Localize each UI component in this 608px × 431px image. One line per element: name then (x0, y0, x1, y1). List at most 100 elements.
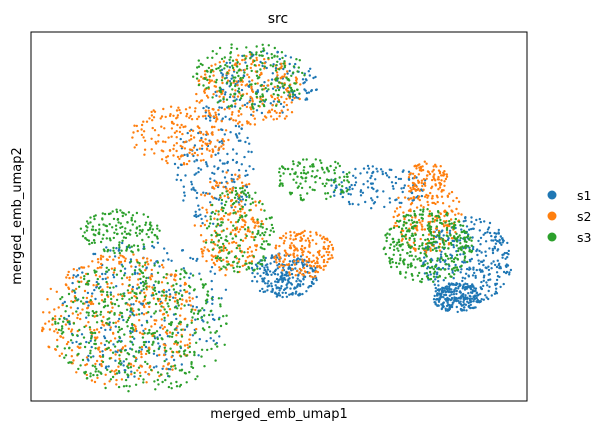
scatter-point (71, 281, 74, 285)
scatter-point (90, 345, 93, 349)
scatter-point (89, 299, 92, 302)
scatter-point (137, 308, 140, 311)
scatter-point (216, 218, 219, 221)
scatter-point (475, 218, 478, 222)
scatter-point (428, 210, 431, 213)
scatter-point (266, 111, 270, 114)
scatter-point (240, 181, 244, 184)
scatter-point (199, 159, 203, 162)
scatter-point (186, 131, 189, 135)
scatter-point (455, 244, 458, 247)
scatter-point (422, 261, 425, 264)
scatter-point (200, 152, 204, 155)
scatter-point (114, 350, 117, 353)
scatter-point (464, 285, 468, 289)
scatter-point (91, 302, 95, 306)
scatter-point (112, 271, 116, 274)
scatter-point (444, 263, 447, 266)
scatter-point (175, 282, 178, 286)
scatter-point (264, 231, 267, 234)
scatter-point (79, 300, 83, 303)
scatter-point (132, 309, 135, 313)
scatter-point (283, 75, 286, 78)
scatter-point (315, 278, 318, 282)
scatter-point (244, 169, 248, 172)
scatter-point (218, 181, 221, 185)
scatter-point (258, 76, 261, 79)
scatter-point (305, 290, 308, 293)
scatter-point (446, 301, 449, 304)
scatter-point (102, 324, 106, 327)
scatter-point (119, 350, 123, 353)
scatter-point (143, 247, 146, 250)
scatter-point (250, 83, 253, 86)
scatter-point (265, 270, 268, 273)
scatter-point (75, 310, 78, 313)
scatter-point (234, 133, 238, 136)
scatter-point (71, 341, 74, 344)
scatter-point (222, 207, 225, 210)
scatter-point (226, 79, 230, 82)
scatter-point (388, 168, 391, 171)
scatter-point (272, 100, 275, 103)
scatter-point (450, 293, 453, 296)
scatter-point (432, 298, 436, 301)
scatter-point (149, 259, 153, 262)
scatter-point (282, 242, 286, 245)
scatter-point (425, 193, 428, 197)
scatter-point (93, 315, 96, 318)
scatter-point (160, 125, 163, 128)
scatter-point (179, 277, 182, 281)
scatter-point (375, 167, 378, 170)
scatter-point (414, 189, 417, 192)
scatter-point (397, 238, 400, 241)
scatter-point (398, 201, 401, 204)
scatter-point (278, 244, 281, 248)
scatter-point (152, 284, 156, 287)
scatter-point (461, 279, 464, 283)
scatter-point (91, 292, 94, 295)
scatter-point (153, 380, 156, 383)
scatter-point (218, 335, 221, 338)
scatter-point (167, 362, 171, 365)
scatter-point (478, 217, 481, 221)
scatter-point (414, 255, 417, 258)
scatter-point (296, 254, 299, 257)
scatter-point (154, 310, 157, 313)
scatter-point (76, 316, 79, 320)
scatter-point (208, 142, 212, 145)
scatter-point (298, 267, 302, 271)
scatter-point (97, 370, 100, 373)
scatter-point (237, 230, 240, 234)
scatter-point (278, 57, 281, 61)
scatter-point (389, 258, 392, 261)
scatter-point (60, 329, 63, 332)
scatter-point (221, 170, 224, 173)
scatter-point (89, 328, 92, 331)
scatter-point (490, 262, 493, 265)
scatter-point (489, 278, 492, 281)
scatter-point (228, 66, 232, 69)
scatter-point (275, 71, 279, 74)
scatter-point (234, 102, 237, 105)
scatter-point (265, 217, 268, 221)
scatter-point (310, 260, 314, 264)
scatter-point (262, 103, 265, 107)
scatter-point (216, 101, 219, 104)
scatter-point (270, 56, 274, 59)
scatter-point (273, 292, 277, 295)
scatter-point (177, 292, 181, 295)
scatter-point (217, 210, 220, 213)
scatter-point (443, 246, 446, 249)
scatter-point (226, 152, 229, 156)
scatter-point (164, 378, 167, 382)
scatter-point (488, 285, 491, 288)
scatter-point (212, 261, 215, 265)
scatter-point (198, 272, 201, 275)
scatter-point (280, 264, 283, 267)
scatter-point (119, 226, 122, 229)
scatter-point (457, 200, 461, 203)
scatter-point (188, 159, 191, 163)
scatter-point (142, 284, 145, 288)
scatter-point (485, 281, 488, 284)
